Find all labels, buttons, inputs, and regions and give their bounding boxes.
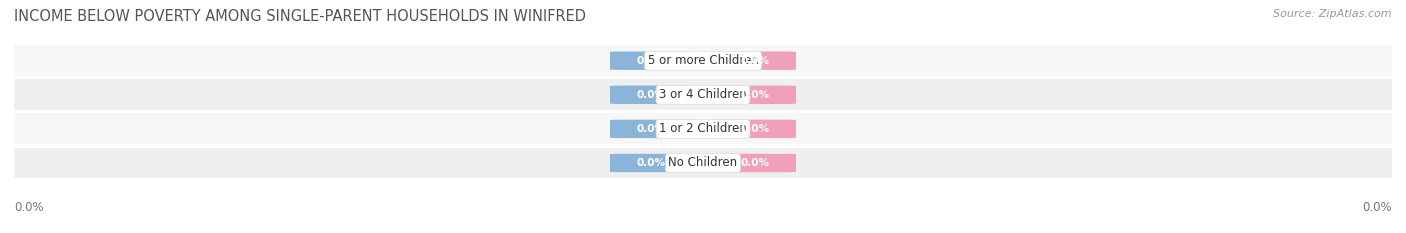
Text: 5 or more Children: 5 or more Children [648,54,758,67]
Text: 0.0%: 0.0% [740,90,769,100]
Text: No Children: No Children [668,157,738,169]
Text: INCOME BELOW POVERTY AMONG SINGLE-PARENT HOUSEHOLDS IN WINIFRED: INCOME BELOW POVERTY AMONG SINGLE-PARENT… [14,9,586,24]
Text: Source: ZipAtlas.com: Source: ZipAtlas.com [1274,9,1392,19]
FancyBboxPatch shape [610,86,693,104]
FancyBboxPatch shape [713,120,796,138]
Text: 0.0%: 0.0% [740,124,769,134]
Text: 0.0%: 0.0% [637,56,666,66]
Bar [14,113,1392,144]
FancyBboxPatch shape [610,154,693,172]
Bar [14,147,1392,178]
Text: 0.0%: 0.0% [740,158,769,168]
Bar [14,79,1392,110]
FancyBboxPatch shape [713,86,796,104]
Text: 1 or 2 Children: 1 or 2 Children [659,122,747,135]
FancyBboxPatch shape [610,120,693,138]
FancyBboxPatch shape [713,154,796,172]
Text: 0.0%: 0.0% [14,201,44,214]
Text: 0.0%: 0.0% [637,158,666,168]
FancyBboxPatch shape [713,51,796,70]
Text: 0.0%: 0.0% [637,124,666,134]
FancyBboxPatch shape [610,51,693,70]
Text: 0.0%: 0.0% [637,90,666,100]
Text: 0.0%: 0.0% [740,56,769,66]
Bar [14,45,1392,76]
Text: 3 or 4 Children: 3 or 4 Children [659,88,747,101]
Text: 0.0%: 0.0% [1362,201,1392,214]
